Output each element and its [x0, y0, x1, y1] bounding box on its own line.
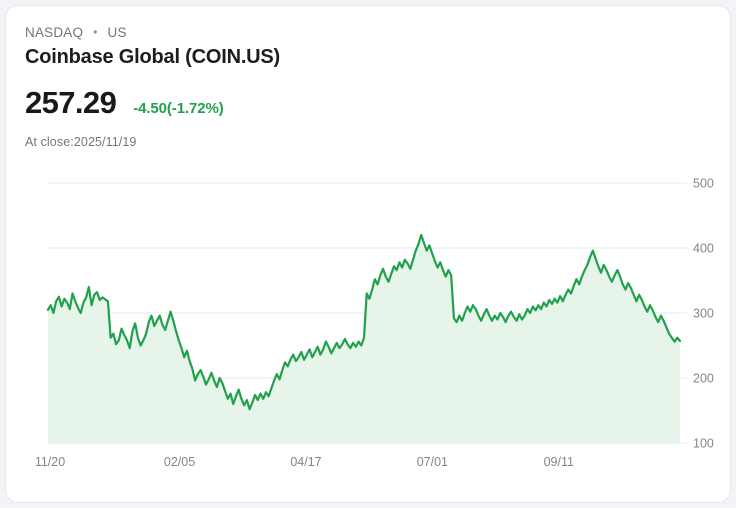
- x-axis-label: 04/17: [290, 455, 321, 469]
- quote-header: NASDAQ • US Coinbase Global (COIN.US) 25…: [25, 23, 625, 149]
- price-chart-svg[interactable]: 500 400 300 200 100 11/20 02/05 04/17 07/01 09/1…: [6, 166, 731, 486]
- y-axis-label: 300: [693, 307, 714, 321]
- x-axis-label: 07/01: [417, 455, 448, 469]
- market-status-note: At close:2025/11/19: [25, 135, 137, 149]
- price-row: 257.29 -4.50(-1.72%): [25, 86, 625, 120]
- y-axis-label: 500: [693, 177, 714, 191]
- page-title: Coinbase Global (COIN.US): [25, 46, 281, 68]
- y-axis-label: 100: [693, 437, 714, 451]
- market-region: US: [107, 25, 127, 40]
- x-axis-label: 09/11: [544, 455, 574, 469]
- price-line: [46, 233, 682, 411]
- x-axis-label: 11/20: [35, 455, 65, 469]
- exchange-name: NASDAQ: [25, 25, 84, 40]
- last-price: 257.29: [25, 85, 117, 120]
- y-axis-label: 400: [693, 242, 714, 256]
- exchange-row: NASDAQ • US: [25, 23, 625, 41]
- y-axis-label: 200: [693, 372, 714, 386]
- x-axis-labels: 11/20 02/05 04/17 07/01 09/11: [35, 455, 574, 469]
- price-change: -4.50(-1.72%): [133, 100, 224, 117]
- y-axis-labels: 500 400 300 200 100: [693, 177, 714, 451]
- stock-quote-card: NASDAQ • US Coinbase Global (COIN.US) 25…: [5, 5, 731, 503]
- bullet-separator-icon: •: [93, 25, 98, 39]
- price-chart[interactable]: 500 400 300 200 100 11/20 02/05 04/17 07/01 09/1…: [6, 166, 731, 486]
- x-axis-label: 02/05: [164, 455, 195, 469]
